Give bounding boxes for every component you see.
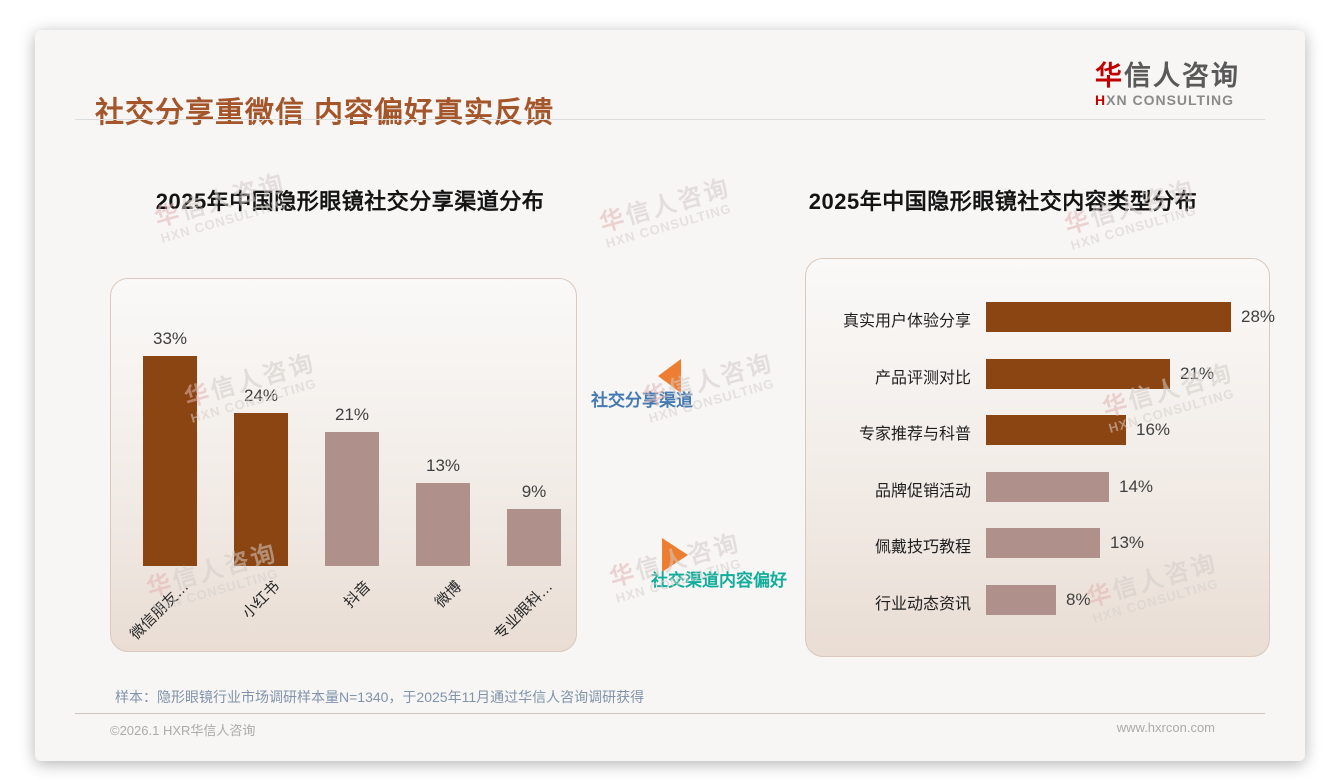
bar-真实用户体验分享 (986, 302, 1231, 332)
bar-微博 (416, 483, 470, 566)
left-chart-title: 2025年中国隐形眼镜社交分享渠道分布 (155, 189, 545, 215)
footer-divider (75, 713, 1265, 714)
hbar-value-label: 14% (1119, 477, 1154, 496)
left-chart-panel: 33% 微信朋友… 24% 小红书 21% 抖音 13% 微博 9% 专业眼科… (110, 278, 577, 652)
hbar-category-label: 品牌促销活动 (874, 483, 971, 500)
bar-抖音 (325, 432, 379, 566)
company-logo: 华信人咨询 HXN CONSULTING (1095, 61, 1240, 108)
hbar-category-label: 行业动态资讯 (874, 596, 971, 613)
hbar-value-label: 28% (1241, 307, 1276, 326)
right-chart-title: 2025年中国隐形眼镜社交内容类型分布 (808, 189, 1198, 215)
connector-bottom-label: 社交渠道内容偏好 (651, 571, 787, 590)
bar-value-label: 33% (152, 329, 188, 348)
bar-value-label: 24% (243, 386, 279, 405)
arrow-left-icon (658, 359, 681, 393)
watermark: 华信人咨询 HXN CONSULTING (596, 174, 735, 252)
header-divider (75, 119, 1265, 120)
bar-小红书 (234, 413, 288, 566)
hbar-value-label: 21% (1180, 364, 1215, 383)
bar-value-label: 9% (521, 482, 547, 501)
bar-产品评测对比 (986, 359, 1170, 389)
bar-微信朋友… (143, 356, 197, 566)
bar-value-label: 13% (425, 456, 461, 475)
bar-品牌促销活动 (986, 472, 1109, 502)
hbar-category-label: 专家推荐与科普 (858, 426, 971, 443)
slide-card: 社交分享重微信 内容偏好真实反馈 华信人咨询 HXN CONSULTING 20… (35, 30, 1305, 761)
bar-专家推荐与科普 (986, 415, 1126, 445)
bar-佩戴技巧教程 (986, 528, 1100, 558)
logo-chinese-text: 华信人咨询 (1095, 61, 1240, 91)
connector-top-label: 社交分享渠道 (591, 391, 693, 410)
hbar-category-label: 真实用户体验分享 (842, 313, 971, 330)
bar-value-label: 21% (334, 405, 370, 424)
hbar-value-label: 16% (1136, 420, 1171, 439)
logo-english-text: HXN CONSULTING (1095, 91, 1234, 108)
hbar-value-label: 13% (1110, 533, 1145, 552)
bar-行业动态资讯 (986, 585, 1056, 615)
hbar-value-label: 8% (1066, 590, 1091, 609)
hbar-category-label: 产品评测对比 (874, 370, 971, 387)
right-chart-panel: 真实用户体验分享 28% 产品评测对比 21% 专家推荐与科普 16% 品牌促销活动 14% 佩… (805, 258, 1275, 657)
hbar-category-label: 佩戴技巧教程 (874, 539, 971, 556)
arrow-right-icon (662, 538, 688, 572)
page-title: 社交分享重微信 内容偏好真实反馈 (95, 97, 555, 130)
footer-url: www.hxrcon.com (1116, 720, 1215, 735)
footnote: 样本：隐形眼镜行业市场调研样本量N=1340，于2025年11月通过华信人咨询调… (115, 689, 645, 705)
footer-copyright: ©2026.1 HXR华信人咨询 (110, 723, 256, 738)
bar-专业眼科… (507, 509, 561, 566)
